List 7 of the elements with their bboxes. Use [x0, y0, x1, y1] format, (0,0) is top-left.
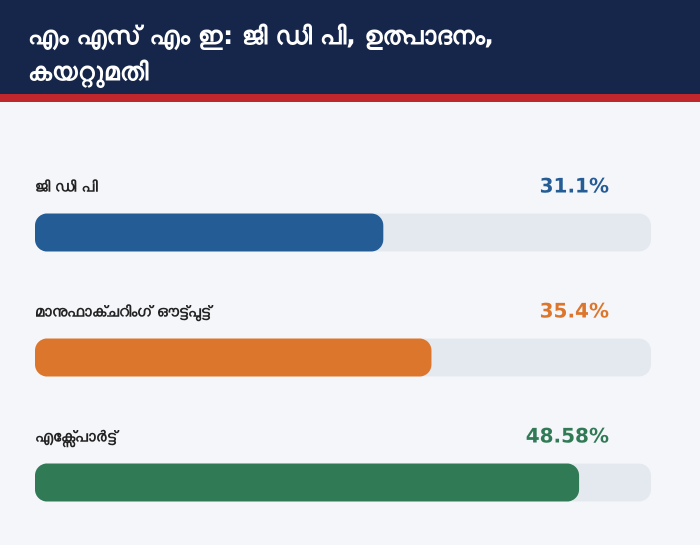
- chart-title: എം എസ് എം ഇ: ജി ഡി പി, ഉത്പാദനം, കയറ്റുമതി: [0, 0, 700, 102]
- data-label: 35.4%: [540, 298, 609, 322]
- y-tick-label: മാനുഫാക്ചറിംഗ് ഔട്ട്പുട്ട്: [35, 302, 214, 322]
- y-tick-label: ജി ഡി പി: [35, 178, 98, 196]
- data-label: 48.58%: [526, 424, 609, 448]
- data-label: 31.1%: [540, 174, 609, 198]
- y-tick-label: എക്സ്പോർട്ട്: [35, 428, 120, 448]
